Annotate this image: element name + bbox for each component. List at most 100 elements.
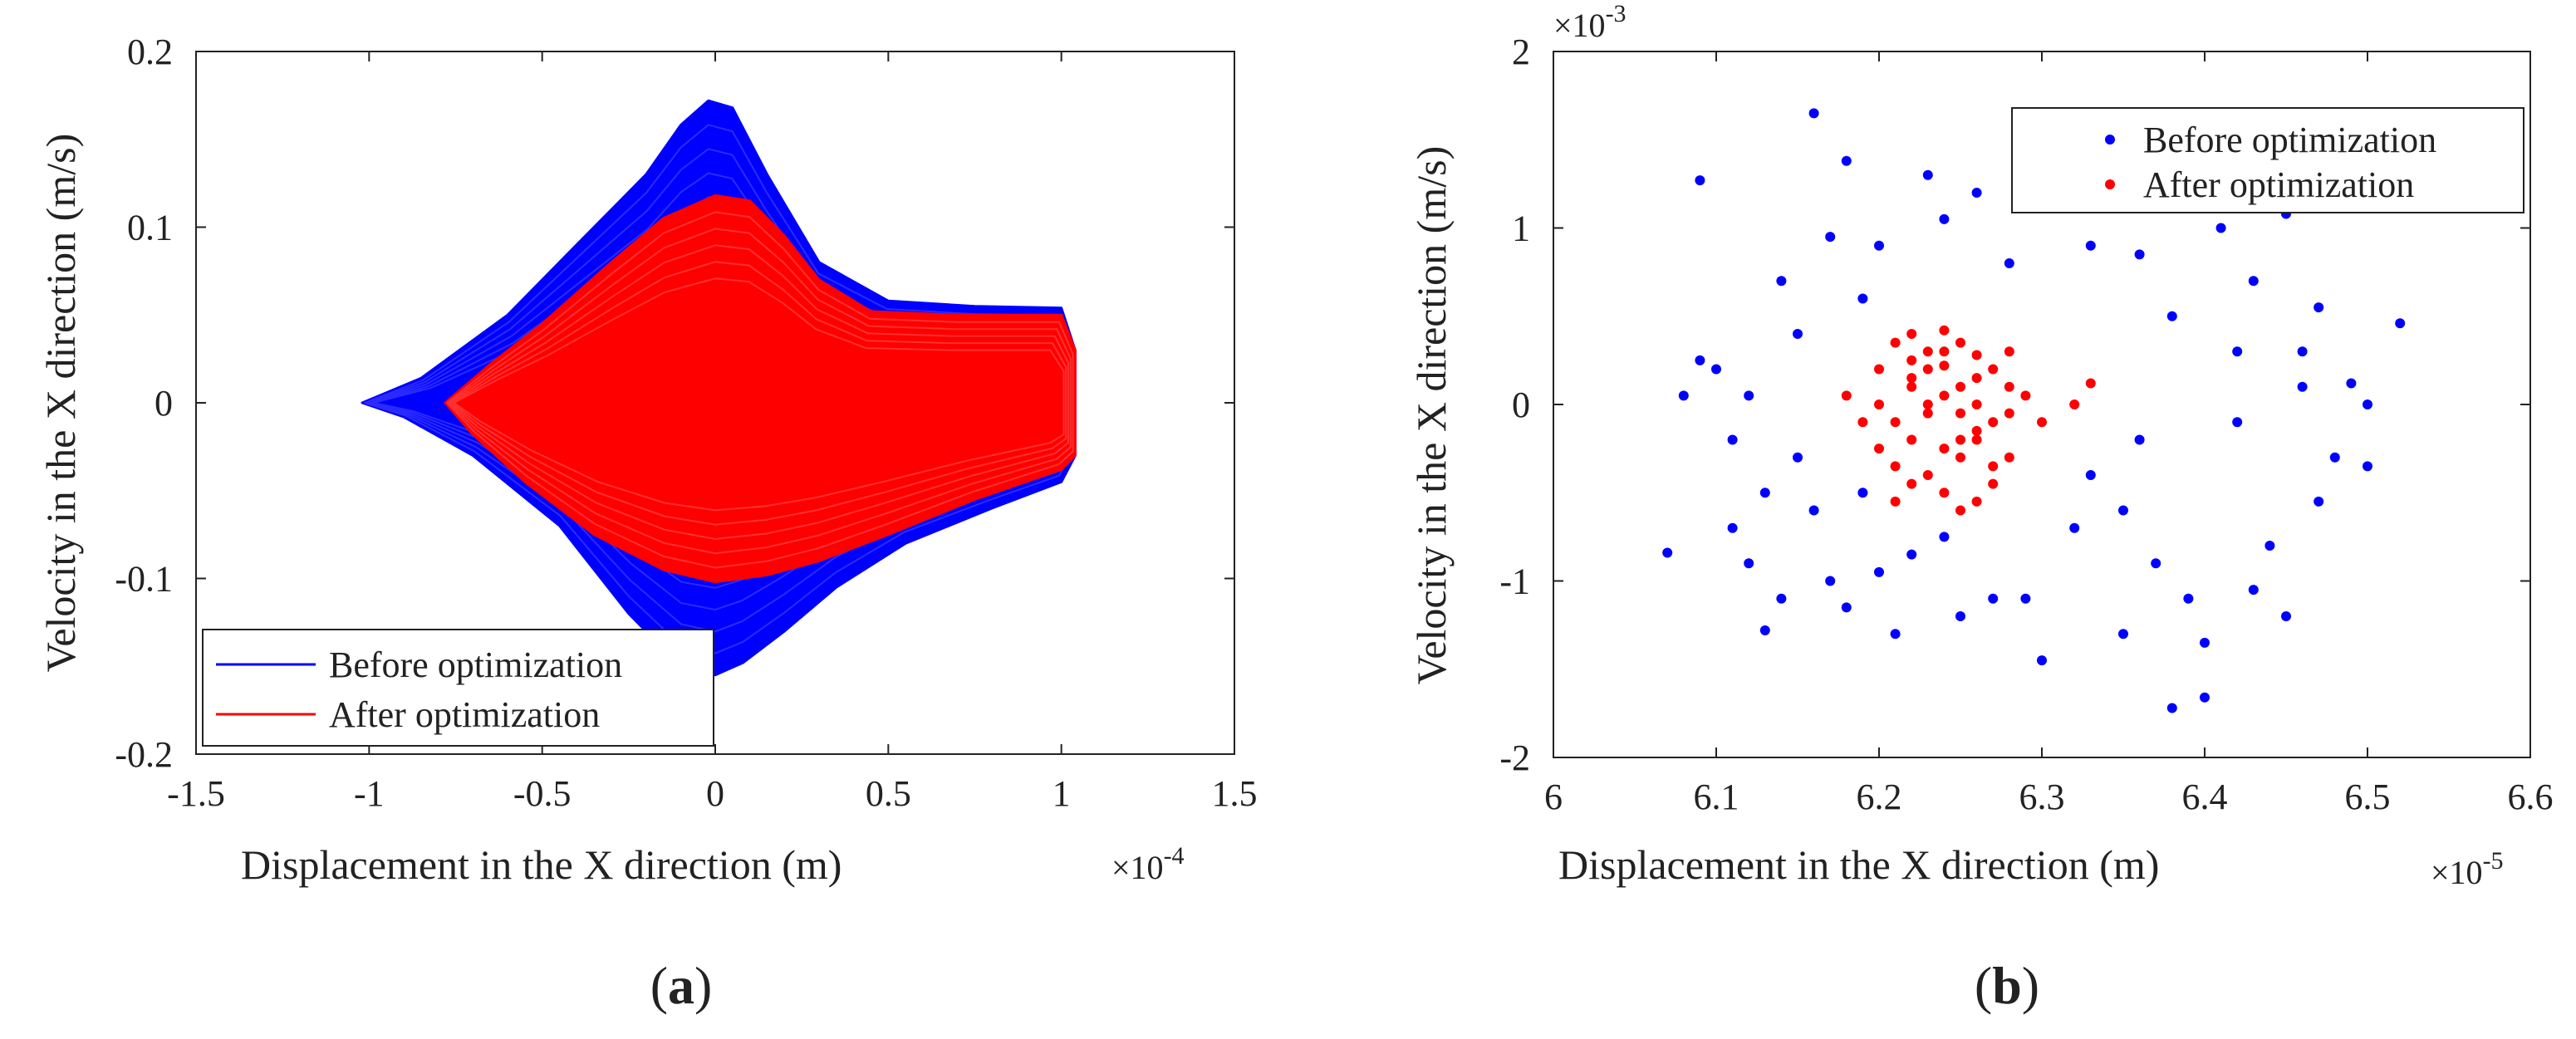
panel-b-ticks: 6 6.1 6.2 6.3 6.4 6.5 6.6 -2 -1 0 1 2	[1499, 32, 2553, 817]
panel-b-point-before	[1759, 488, 1770, 498]
panel-b-point-after	[1939, 346, 1950, 357]
panel-b-point-after	[1971, 434, 1982, 445]
panel-b-point-before	[1759, 625, 1770, 635]
panel-b-point-before	[2020, 593, 2031, 604]
panel-b-point-before	[1744, 558, 1754, 569]
panel-b-point-before	[1841, 602, 1852, 613]
panel-b-point-after	[1922, 470, 1933, 480]
panel-b-point-after	[1890, 496, 1901, 507]
panel-b-point-before	[1793, 329, 1803, 339]
panel-b-point-after	[1906, 381, 1917, 392]
panel-b-point-after	[1906, 434, 1917, 445]
panel-b-point-before	[1841, 155, 1852, 166]
panel-b-point-after	[1988, 478, 1999, 489]
panel-b-point-before	[1988, 593, 1999, 604]
panel-b-point-before	[2232, 346, 2243, 357]
panel-b-point-after	[1971, 399, 1982, 409]
panel-b-point-after	[2004, 408, 2014, 419]
panel-b-plot-area	[1662, 108, 2406, 713]
panel-b-point-before	[1678, 390, 1689, 401]
panel-a-series-after-trajectory	[451, 261, 1067, 526]
panel-b-point-after	[1971, 425, 1982, 436]
panel-b-point-before	[1662, 547, 1673, 558]
panel-a-series-after-envelope	[444, 194, 1077, 584]
panel-b-point-before	[1906, 549, 1917, 560]
panel-b-y-tick-label: 0	[1512, 385, 1530, 425]
panel-a-chart: -1.5 -1 -0.5 0 0.5 1 1.5 -0.2 -0.1 0 0.1 0.2 Before…	[37, 32, 1258, 1015]
panel-b-point-before	[2151, 558, 2161, 569]
panel-b-point-before	[2118, 629, 2128, 640]
panel-a-x-tick-label: 1.5	[1212, 773, 1258, 814]
panel-b-point-after	[1906, 355, 1917, 365]
panel-b-point-before	[1922, 169, 1933, 180]
panel-b-y-tick-label: -2	[1499, 738, 1530, 778]
panel-b-point-before	[2232, 417, 2243, 428]
panel-b-point-after	[1874, 399, 1884, 409]
panel-a-series-after-trajectory	[446, 211, 1074, 569]
panel-a-y-tick-label: -0.2	[115, 734, 173, 775]
panel-b-point-after	[1939, 390, 1950, 401]
panel-a-x-tick-label: 1	[1052, 773, 1071, 814]
panel-b-point-before	[2200, 637, 2210, 648]
panel-b-point-after	[1988, 417, 1999, 428]
panel-b-x-tick-label: 6.4	[2182, 777, 2228, 817]
panel-b-point-after	[1955, 337, 1965, 348]
panel-b-point-before	[2313, 496, 2324, 507]
panel-b-point-after	[1890, 461, 1901, 472]
panel-b-point-after	[1890, 417, 1901, 428]
panel-b-point-before	[2134, 249, 2145, 260]
panel-a-y-tick-label: 0	[155, 383, 173, 424]
panel-b-point-after	[1874, 364, 1884, 375]
panel-b-point-after	[1922, 399, 1933, 409]
panel-a-x-axis-label: Displacement in the X direction (m)	[241, 841, 841, 888]
panel-b-point-before	[2248, 585, 2259, 595]
panel-b-point-after	[1939, 444, 1950, 454]
panel-b-point-after	[1939, 325, 1950, 336]
panel-b-point-before	[2069, 522, 2080, 533]
panel-b-x-axis-label-text: Displacement in the X direction	[1558, 841, 2089, 888]
panel-a-series-after-trajectory	[448, 228, 1072, 555]
panel-b-point-after	[1922, 408, 1933, 419]
panel-b-point-after	[1906, 373, 1917, 384]
panel-a-y-tick-label: 0.1	[127, 208, 173, 248]
panel-b-label: (b)	[1975, 956, 2039, 1015]
panel-b-point-before	[2264, 541, 2275, 551]
panel-b-point-before	[1939, 213, 1950, 224]
panel-b-x-tick-label: 6.3	[2019, 777, 2065, 817]
panel-b-x-tick-label: 6.5	[2345, 777, 2391, 817]
panel-b-point-before	[1874, 566, 1884, 577]
panel-b-point-before	[2281, 611, 2291, 621]
panel-b-point-before	[1825, 576, 1836, 586]
panel-b-point-after	[2020, 390, 2031, 401]
panel-b-point-after	[1971, 350, 1982, 360]
panel-b-point-before	[2297, 346, 2308, 357]
panel-b-y-multiplier: ×10-3	[1553, 0, 1627, 44]
panel-b-point-before	[2183, 593, 2194, 604]
panel-b-point-before	[1890, 629, 1901, 640]
panel-b-point-before	[2329, 452, 2340, 463]
panel-a-y-axis-label: Velocity in the X direction (m/s)	[37, 134, 84, 672]
panel-a-x-tick-label: -0.5	[513, 773, 572, 814]
panel-a-series-after-trajectory	[453, 277, 1065, 512]
panel-b-point-after	[1988, 461, 1999, 472]
panel-b-point-before	[1874, 240, 1884, 251]
panel-a-legend-label-after: After optimization	[329, 694, 600, 735]
panel-b-chart: 6 6.1 6.2 6.3 6.4 6.5 6.6 -2 -1 0 1 2 Before optimi…	[1408, 0, 2554, 1015]
panel-b-point-before	[2313, 302, 2324, 313]
panel-b-x-multiplier: ×10-5	[2431, 847, 2504, 891]
panel-b-point-before	[1727, 434, 1738, 445]
panel-a-x-axis-label-unit: (m)	[782, 841, 841, 888]
panel-b-point-before	[2363, 461, 2372, 472]
panel-b-point-before	[1695, 355, 1705, 365]
panel-b-point-before	[2118, 505, 2128, 516]
panel-b-x-axis-label: Displacement in the X direction (m)	[1558, 841, 2159, 888]
panel-b-point-after	[1955, 452, 1965, 463]
panel-b-y-multiplier-base: ×10	[1553, 7, 1606, 44]
panel-a-x-axis-label-text: Displacement in the X direction	[241, 841, 772, 888]
panel-b-point-before	[2363, 399, 2372, 409]
panel-a-plot-area	[361, 99, 1077, 677]
panel-b-point-after	[2085, 378, 2096, 389]
panel-b-legend-label-after: After optimization	[2143, 164, 2414, 205]
panel-b-point-before	[1793, 452, 1803, 463]
